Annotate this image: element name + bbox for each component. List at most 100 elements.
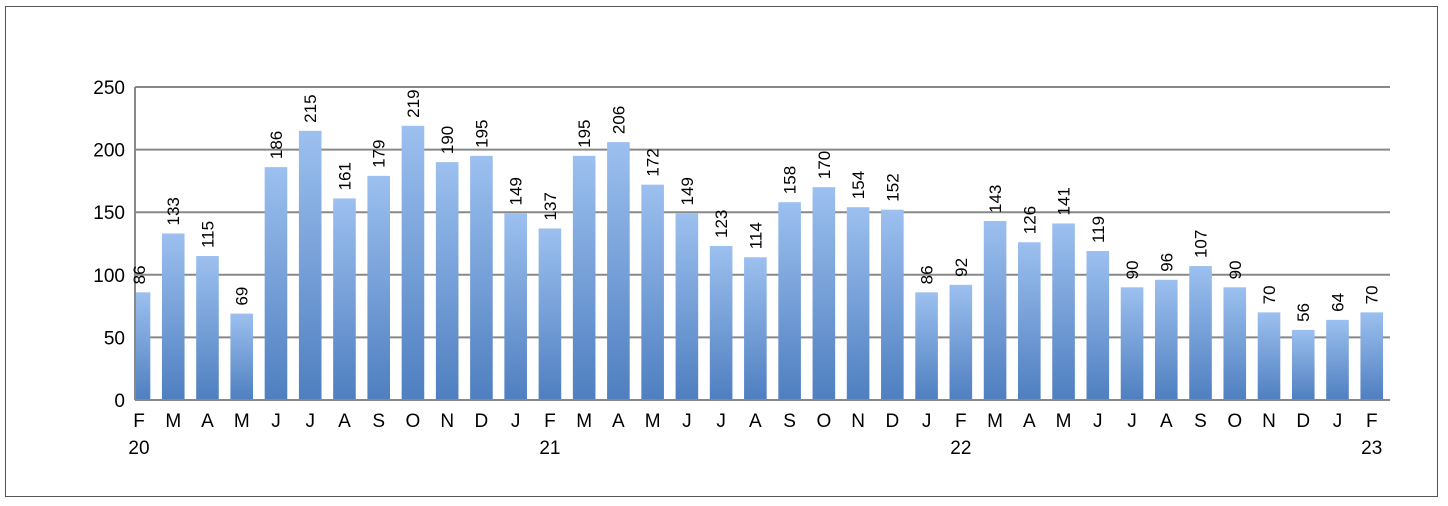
x-tick-label: A xyxy=(749,411,762,432)
bar xyxy=(504,213,527,400)
x-tick-label: M xyxy=(987,411,1003,432)
data-label: 107 xyxy=(1192,230,1211,258)
data-label: 115 xyxy=(198,221,217,248)
bar xyxy=(196,256,219,400)
data-label: 195 xyxy=(575,119,594,147)
bar xyxy=(881,209,904,400)
x-tick-label: J xyxy=(1093,411,1103,432)
data-label: 114 xyxy=(746,222,765,249)
x-tick-label: N xyxy=(851,411,865,432)
data-label: 126 xyxy=(1020,206,1039,234)
x-tick-label: F xyxy=(1366,411,1378,432)
bar xyxy=(1326,319,1349,400)
data-label: 152 xyxy=(883,173,902,201)
bar xyxy=(264,167,288,400)
x-tick-label: J xyxy=(1127,411,1137,432)
data-label: 186 xyxy=(267,131,286,159)
data-label: 158 xyxy=(781,166,800,194)
bar xyxy=(1257,312,1281,400)
x-tick-label: J xyxy=(716,411,726,432)
x-tick-label: F xyxy=(544,411,556,432)
bar xyxy=(470,155,493,400)
bar xyxy=(1223,287,1247,400)
bar xyxy=(983,220,1007,400)
bar xyxy=(298,130,322,400)
bar xyxy=(1291,329,1315,400)
data-label: 64 xyxy=(1328,293,1347,312)
x-tick-label: O xyxy=(1227,411,1242,432)
bar xyxy=(333,198,356,400)
x-tick-label: M xyxy=(576,411,592,432)
data-label: 161 xyxy=(335,162,354,190)
bar xyxy=(915,292,938,400)
data-label: 149 xyxy=(507,177,526,205)
x-tick-label: A xyxy=(1023,411,1036,432)
data-label: 219 xyxy=(404,89,423,117)
data-label: 123 xyxy=(712,210,731,238)
x-tick-label: M xyxy=(1056,411,1072,432)
bars xyxy=(135,125,1384,400)
bar xyxy=(230,313,254,400)
y-tick-label: 100 xyxy=(93,266,125,287)
data-label: 190 xyxy=(438,126,457,154)
data-label: 133 xyxy=(164,197,183,225)
bar xyxy=(1360,312,1384,400)
bar xyxy=(1154,279,1178,400)
data-label: 70 xyxy=(1260,285,1279,304)
x-tick-label: A xyxy=(338,411,351,432)
x-tick-label: J xyxy=(511,411,521,432)
x-tick-label: M xyxy=(645,411,661,432)
bar xyxy=(1018,242,1041,400)
x-tick-label: A xyxy=(1160,411,1173,432)
x-year-label: 21 xyxy=(539,438,560,459)
x-tick-label: S xyxy=(372,411,385,432)
bar xyxy=(1086,251,1110,400)
bar xyxy=(1120,287,1144,400)
bar xyxy=(709,246,733,400)
x-tick-label: N xyxy=(1262,411,1276,432)
bar xyxy=(641,184,664,400)
x-tick-label: J xyxy=(305,411,315,432)
data-label: 172 xyxy=(644,148,663,176)
x-tick-label: J xyxy=(271,411,281,432)
bar xyxy=(812,187,836,400)
bar xyxy=(675,213,699,400)
x-year-label: 22 xyxy=(950,438,971,459)
x-tick-label: D xyxy=(475,411,489,432)
data-label: 143 xyxy=(986,185,1005,213)
bar xyxy=(949,284,973,400)
x-tick-label: J xyxy=(682,411,692,432)
x-tick-label: N xyxy=(440,411,454,432)
bar xyxy=(135,292,151,400)
x-tick-label: M xyxy=(165,411,181,432)
bar xyxy=(161,233,185,400)
data-label: 154 xyxy=(849,171,868,199)
data-label: 70 xyxy=(1363,285,1382,304)
axes xyxy=(134,87,1390,401)
y-tick-label: 50 xyxy=(104,328,125,349)
x-tick-label: S xyxy=(1194,411,1207,432)
x-tick-label: J xyxy=(922,411,932,432)
bar xyxy=(744,257,767,400)
y-tick-label: 250 xyxy=(93,78,125,99)
x-tick-label: D xyxy=(1296,411,1310,432)
bar xyxy=(435,162,459,400)
data-label: 92 xyxy=(952,258,971,277)
x-tick-label: A xyxy=(201,411,214,432)
bar xyxy=(607,142,630,400)
data-label: 215 xyxy=(301,94,320,122)
data-label: 119 xyxy=(1089,216,1108,243)
data-label: 90 xyxy=(1226,260,1245,279)
bar xyxy=(1189,266,1212,400)
y-tick-label: 0 xyxy=(114,391,125,412)
y-tick-label: 150 xyxy=(93,203,125,224)
x-tick-label: F xyxy=(955,411,967,432)
x-tick-label: O xyxy=(816,411,831,432)
x-tick-label: O xyxy=(406,411,421,432)
bar xyxy=(1052,223,1075,400)
bar xyxy=(778,202,801,400)
y-tick-label: 200 xyxy=(93,141,125,162)
data-label: 179 xyxy=(370,140,389,168)
x-tick-label: D xyxy=(885,411,899,432)
data-label: 195 xyxy=(472,119,491,147)
